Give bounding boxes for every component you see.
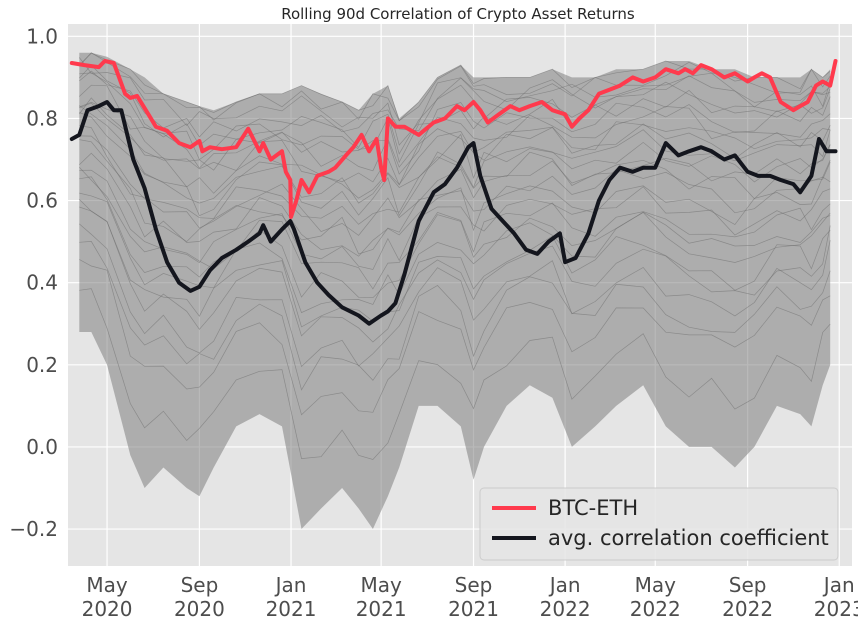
series-lines (69, 59, 838, 326)
x-tick-label-year: 2022 (540, 597, 591, 621)
asset-pair-line (79, 192, 831, 314)
asset-pair-line (79, 176, 831, 299)
asset-pair-line (79, 288, 831, 460)
y-tick-label: 1.0 (26, 24, 58, 48)
asset-pair-line (79, 223, 831, 368)
series-line-avg-correlation (69, 100, 838, 326)
x-tick-label-year: 2020 (174, 597, 225, 621)
y-tick-label: −0.2 (9, 517, 58, 541)
y-tick-label: 0.2 (26, 353, 58, 377)
axis-tick-labels: −0.20.00.20.40.60.81.0May2020Sep2020Jan2… (9, 24, 858, 621)
asset-pair-correlation-band (79, 52, 831, 529)
x-tick-label-month: May (86, 573, 128, 597)
asset-pair-line (79, 135, 831, 225)
legend-label-btc-eth: BTC-ETH (548, 496, 638, 520)
asset-pair-line (79, 97, 831, 199)
y-tick-label: 0.8 (26, 106, 58, 130)
series-line-btc-eth (69, 59, 838, 219)
asset-pair-line (79, 84, 831, 175)
legend-label-avg-correlation: avg. correlation coefficient (548, 526, 829, 550)
x-tick-label-month: Jan (822, 573, 855, 597)
x-tick-label-year: 2021 (356, 597, 407, 621)
chart-title: Rolling 90d Correlation of Crypto Asset … (281, 5, 635, 23)
asset-pair-line (79, 241, 831, 391)
asset-pair-line (79, 199, 831, 328)
asset-pair-line (79, 102, 831, 186)
asset-pair-line (79, 70, 831, 138)
x-tick-label-month: Jan (274, 573, 307, 597)
y-tick-label: 0.4 (26, 271, 58, 295)
asset-pair-line (79, 101, 831, 172)
x-tick-label-year: 2020 (82, 597, 133, 621)
x-tick-label-year: 2021 (266, 597, 317, 621)
asset-pair-line (79, 57, 831, 146)
x-tick-label-year: 2021 (448, 597, 499, 621)
asset-pair-line (79, 139, 831, 255)
legend-box (479, 487, 839, 561)
x-tick-label-year: 2022 (722, 597, 773, 621)
x-tick-label-year: 2023 (814, 597, 858, 621)
asset-pair-line (79, 206, 831, 343)
asset-pair-line (79, 152, 831, 257)
x-tick-label-month: Sep (181, 573, 219, 597)
asset-pair-line (79, 259, 831, 416)
asset-pair-line (79, 64, 831, 155)
x-tick-label-month: May (360, 573, 402, 597)
asset-pair-line (79, 169, 831, 270)
correlation-band-area (79, 52, 831, 529)
legend: BTC-ETH avg. correlation coefficient (479, 487, 839, 561)
asset-pair-line (79, 125, 831, 236)
x-tick-label-year: 2022 (630, 597, 681, 621)
x-tick-label-month: Sep (455, 573, 493, 597)
x-tick-label-month: May (635, 573, 677, 597)
y-tick-label: 0.0 (26, 435, 58, 459)
x-tick-label-month: Jan (548, 573, 581, 597)
y-tick-label: 0.6 (26, 189, 58, 213)
x-tick-label-month: Sep (729, 573, 767, 597)
asset-pair-line (79, 167, 831, 290)
